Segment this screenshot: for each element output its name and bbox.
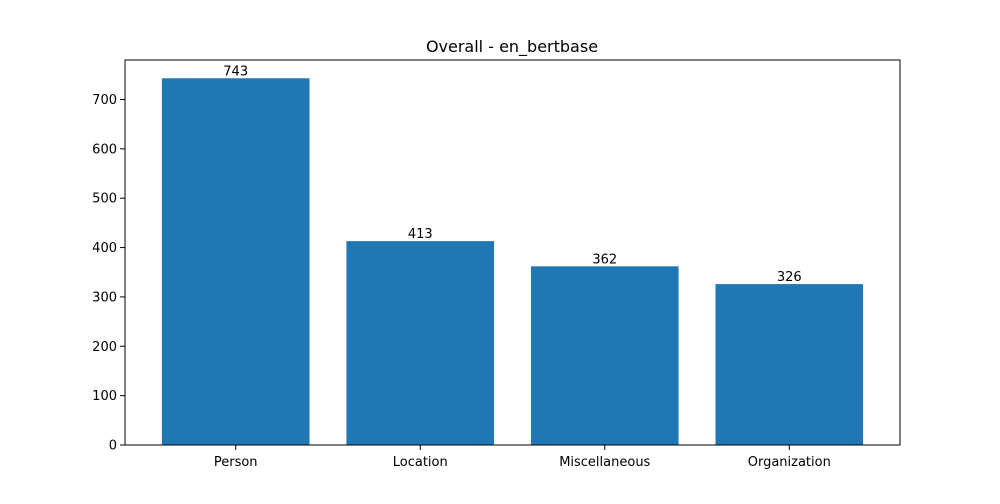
x-tick-label: Person (214, 455, 258, 470)
y-tick-label: 200 (92, 340, 117, 355)
bar-value-label: 362 (592, 252, 617, 267)
bar-value-label: 326 (777, 270, 802, 285)
y-tick-label: 300 (92, 290, 117, 305)
x-tick-label: Miscellaneous (559, 455, 650, 470)
y-tick-label: 600 (92, 142, 117, 157)
x-tick-label: Location (393, 455, 448, 470)
y-axis: 0 100 200 300 400 500 600 700 (92, 93, 125, 454)
bar-miscellaneous (530, 266, 679, 445)
y-tick-label: 100 (92, 389, 117, 404)
chart-title: Overall - en_bertbase (426, 37, 598, 57)
bar-organization (715, 284, 864, 445)
x-axis: Person Location Miscellaneous Organization (214, 445, 831, 470)
bar-location (346, 241, 495, 445)
x-tick-label: Organization (748, 455, 831, 470)
bar-labels-layer: 743 413 362 326 (223, 64, 801, 285)
plot-frame (124, 59, 901, 446)
bar-value-label: 413 (408, 227, 433, 242)
y-tick-label: 700 (92, 93, 117, 108)
y-tick-label: 0 (109, 439, 117, 454)
bar-value-label: 743 (223, 64, 248, 79)
bars-layer (161, 78, 864, 445)
y-tick-label: 500 (92, 192, 117, 207)
bar-person (161, 78, 310, 445)
y-tick-label: 400 (92, 241, 117, 256)
